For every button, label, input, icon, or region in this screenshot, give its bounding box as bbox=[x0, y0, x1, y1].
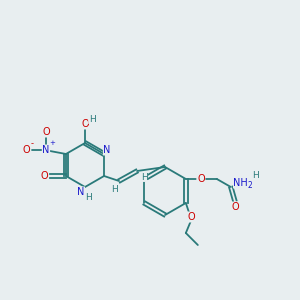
Text: H: H bbox=[88, 115, 95, 124]
Text: O: O bbox=[40, 171, 48, 181]
Text: H: H bbox=[253, 172, 259, 181]
Text: H: H bbox=[111, 185, 117, 194]
Text: H: H bbox=[141, 172, 147, 182]
Text: -: - bbox=[30, 140, 33, 148]
Text: O: O bbox=[81, 119, 89, 129]
Text: H: H bbox=[85, 194, 92, 202]
Text: NH: NH bbox=[233, 178, 248, 188]
Text: O: O bbox=[231, 202, 238, 212]
Text: N: N bbox=[77, 187, 85, 197]
Text: O: O bbox=[187, 212, 195, 222]
Text: N: N bbox=[103, 145, 111, 155]
Text: +: + bbox=[49, 140, 55, 146]
Text: O: O bbox=[22, 145, 30, 155]
Text: O: O bbox=[197, 174, 205, 184]
Text: 2: 2 bbox=[248, 182, 252, 190]
Text: N: N bbox=[42, 145, 50, 155]
Text: O: O bbox=[42, 127, 50, 137]
